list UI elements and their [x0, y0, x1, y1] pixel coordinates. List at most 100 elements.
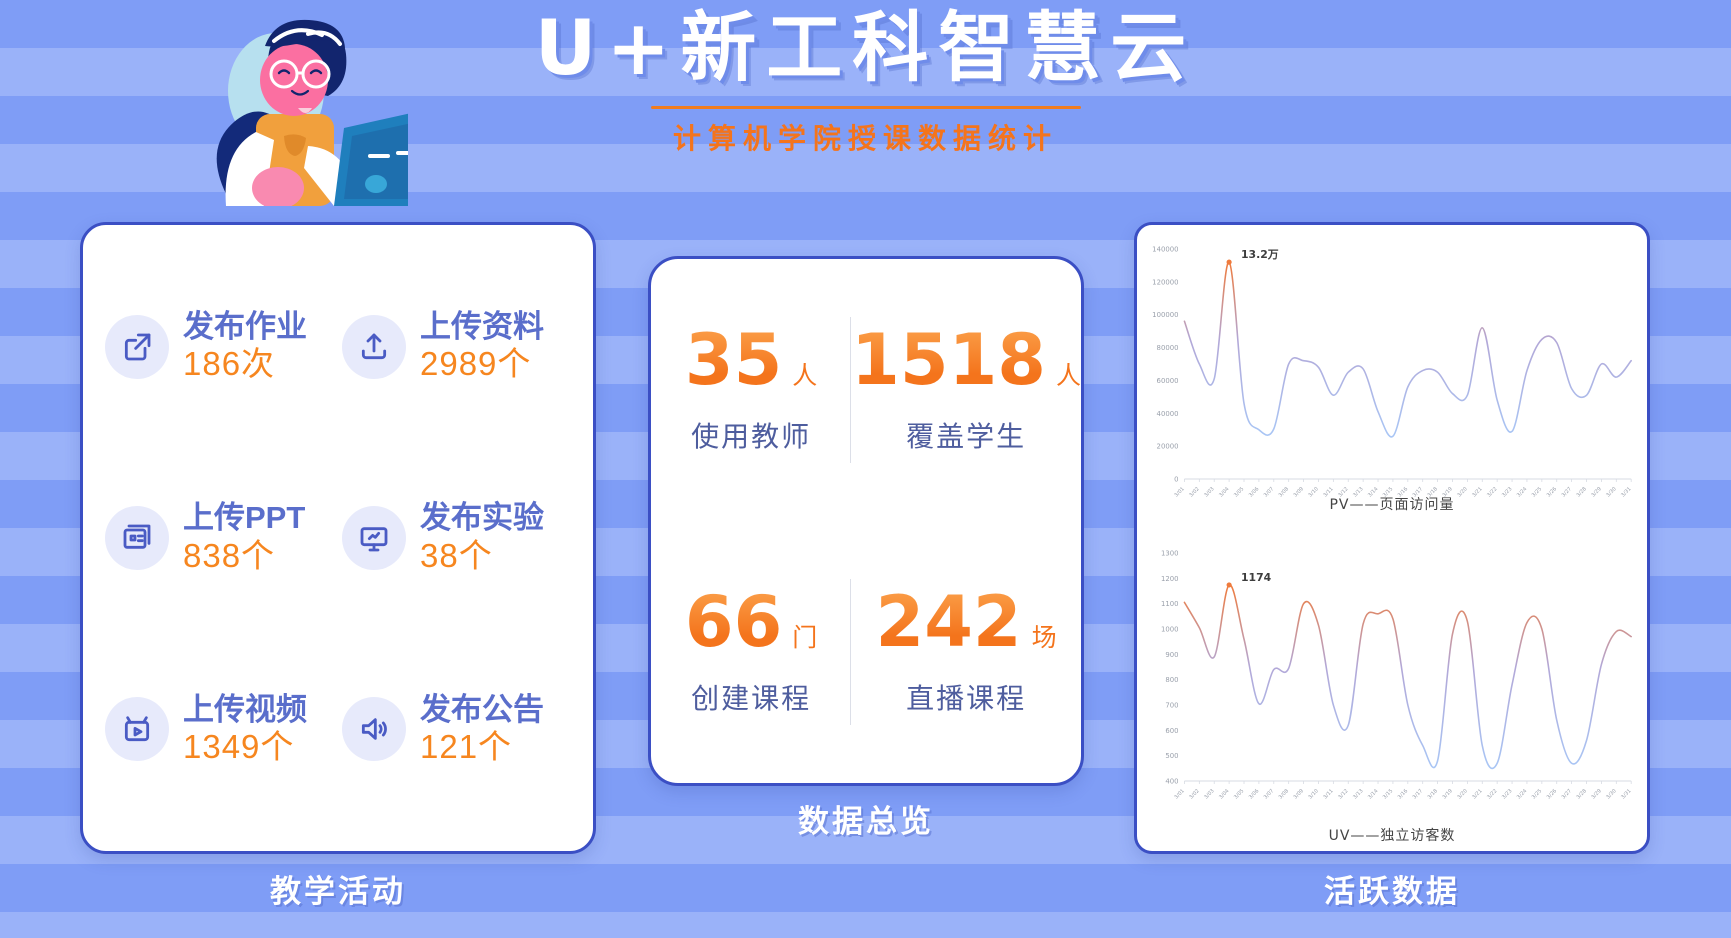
svg-text:3/10: 3/10	[1308, 788, 1320, 801]
svg-text:80000: 80000	[1157, 344, 1179, 352]
svg-text:120000: 120000	[1152, 278, 1178, 286]
svg-text:3/08: 3/08	[1278, 788, 1290, 801]
svg-text:3/07: 3/07	[1263, 788, 1275, 801]
activity-label: 发布公告	[420, 691, 544, 727]
overview-number: 1518	[851, 319, 1046, 401]
page-subtitle: 计算机学院授课数据统计	[672, 121, 1058, 155]
svg-text:3/09: 3/09	[1293, 788, 1305, 801]
svg-text:3/01: 3/01	[1173, 788, 1185, 801]
svg-text:20000: 20000	[1157, 443, 1179, 451]
activity-value: 838个	[183, 536, 276, 574]
svg-text:3/12: 3/12	[1337, 788, 1349, 801]
svg-text:140000: 140000	[1152, 245, 1178, 253]
svg-text:1000: 1000	[1161, 625, 1179, 633]
svg-text:800: 800	[1165, 676, 1178, 684]
svg-text:3/16: 3/16	[1397, 788, 1409, 801]
overview-item-live-courses[interactable]: 242 场 直播课程	[851, 521, 1081, 783]
uv-chart-title: UV——独立访客数	[1328, 828, 1456, 844]
overview-label: 直播课程	[906, 683, 1027, 714]
svg-text:3/14: 3/14	[1367, 788, 1379, 801]
activity-label: 发布实验	[420, 500, 544, 536]
svg-text:100000: 100000	[1152, 311, 1178, 319]
svg-text:600: 600	[1165, 727, 1178, 735]
svg-text:3/22: 3/22	[1486, 788, 1498, 801]
svg-text:3/15: 3/15	[1382, 788, 1394, 801]
svg-text:700: 700	[1165, 701, 1178, 709]
overview-number: 35	[684, 319, 783, 401]
overview-label: 创建课程	[691, 683, 812, 714]
overview-unit: 人	[1055, 362, 1081, 390]
share-assignment-icon	[105, 314, 169, 379]
title-divider	[650, 105, 1081, 109]
activity-label: 发布作业	[183, 308, 307, 344]
svg-text:3/03: 3/03	[1203, 788, 1215, 801]
svg-text:3/30: 3/30	[1605, 788, 1617, 801]
svg-text:1300: 1300	[1161, 549, 1179, 557]
data-overview-card: 35 人 使用教师 1518 人 覆盖学生 66 门 创建课程	[648, 256, 1084, 786]
svg-text:900: 900	[1165, 651, 1178, 659]
active-data-card: 0 20000 40000 60000 80000 100000 120000 140000 3…	[1134, 222, 1650, 854]
svg-text:3/25: 3/25	[1531, 788, 1543, 801]
activity-label: 上传PPT	[183, 500, 306, 536]
svg-text:3/28: 3/28	[1576, 788, 1588, 801]
pv-chart: 0 20000 40000 60000 80000 100000 120000 140000 3…	[1137, 231, 1647, 531]
activity-value: 1349个	[183, 728, 295, 766]
data-overview-caption: 数据总览	[798, 804, 934, 839]
activity-item-upload-material[interactable]: 上传资料 2989个	[342, 251, 579, 442]
overview-number: 66	[684, 581, 783, 663]
svg-text:3/05: 3/05	[1233, 788, 1245, 801]
svg-text:3/04: 3/04	[1218, 788, 1230, 801]
svg-text:3/21: 3/21	[1471, 788, 1483, 801]
svg-text:3/20: 3/20	[1456, 788, 1468, 801]
student-illustration	[216, 19, 408, 206]
speaker-announce-icon	[342, 697, 406, 762]
activity-value: 121个	[420, 728, 513, 766]
activity-value: 186次	[183, 345, 276, 383]
overview-item-students[interactable]: 1518 人 覆盖学生	[851, 259, 1081, 521]
svg-text:1200: 1200	[1161, 575, 1179, 583]
teaching-activity-caption: 教学活动	[270, 874, 406, 909]
svg-text:3/06: 3/06	[1248, 788, 1260, 801]
svg-text:1174: 1174	[1241, 571, 1272, 584]
ppt-document-icon	[105, 505, 169, 570]
svg-text:3/17: 3/17	[1412, 788, 1424, 801]
teaching-activity-grid: 发布作业 186次 上传资料 2989个 上传PPT	[83, 225, 593, 851]
teaching-activity-card: 发布作业 186次 上传资料 2989个 上传PPT	[80, 222, 596, 854]
overview-unit: 场	[1031, 624, 1057, 652]
activity-item-publish-announcement[interactable]: 发布公告 121个	[342, 634, 579, 825]
svg-text:400: 400	[1165, 777, 1178, 785]
uv-chart: 400 500 600 700 800 900 1000 1100 1200 1300 3/01 3/…	[1137, 535, 1647, 851]
svg-text:3/24: 3/24	[1516, 788, 1528, 801]
activity-label: 上传视频	[183, 691, 307, 727]
svg-text:3/27: 3/27	[1561, 788, 1573, 801]
svg-text:3/31: 3/31	[1620, 788, 1632, 801]
overview-unit: 门	[792, 624, 818, 652]
overview-unit: 人	[792, 362, 818, 390]
svg-text:1100: 1100	[1161, 600, 1179, 608]
svg-text:500: 500	[1165, 752, 1178, 760]
upload-icon	[342, 314, 406, 379]
data-overview-grid: 35 人 使用教师 1518 人 覆盖学生 66 门 创建课程	[651, 259, 1081, 783]
video-play-icon	[105, 697, 169, 762]
svg-text:3/29: 3/29	[1590, 788, 1602, 801]
overview-label: 覆盖学生	[906, 421, 1027, 452]
overview-item-teachers[interactable]: 35 人 使用教师	[651, 259, 852, 521]
activity-item-publish-assignment[interactable]: 发布作业 186次	[105, 251, 342, 442]
svg-text:13.2万: 13.2万	[1241, 248, 1279, 261]
activity-value: 2989个	[420, 345, 532, 383]
svg-text:60000: 60000	[1157, 377, 1179, 385]
overview-item-courses[interactable]: 66 门 创建课程	[651, 521, 852, 783]
activity-item-upload-ppt[interactable]: 上传PPT 838个	[105, 442, 342, 633]
svg-text:3/23: 3/23	[1501, 788, 1513, 801]
dashboard-header: U+新工科智慧云 计算机学院授课数据统计	[0, 8, 1731, 157]
activity-label: 上传资料	[420, 308, 544, 344]
svg-text:3/19: 3/19	[1442, 788, 1454, 801]
pv-chart-title: PV——页面访问量	[1329, 497, 1455, 513]
svg-text:40000: 40000	[1157, 410, 1179, 418]
svg-text:3/02: 3/02	[1188, 788, 1200, 801]
activity-item-upload-video[interactable]: 上传视频 1349个	[105, 634, 342, 825]
pv-chart-svg: 0200004000060000800001000001200001400003…	[1152, 245, 1632, 498]
svg-text:0: 0	[1174, 475, 1178, 483]
activity-item-publish-experiment[interactable]: 发布实验 38个	[342, 442, 579, 633]
